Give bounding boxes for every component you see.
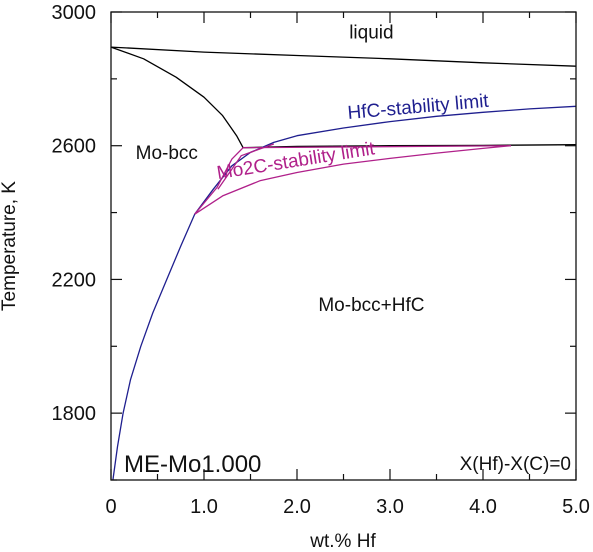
x-tick-label: 4.0 (469, 496, 497, 518)
region-label: Mo-bcc+HfC (318, 295, 424, 316)
series-line-1 (110, 46, 577, 67)
x-tick-label: 3.0 (376, 496, 404, 518)
curve-layer (110, 46, 577, 481)
series-line-2 (110, 46, 244, 149)
x-axis-title: wt.% Hf (309, 531, 376, 552)
series-line-6 (243, 145, 511, 149)
x-tick-label: 0 (105, 496, 116, 518)
x-tick-label: 2.0 (283, 496, 311, 518)
y-tick-label: 1800 (52, 403, 97, 425)
corner-label-right: X(Hf)-X(C)=0 (460, 454, 571, 475)
series-line-7 (194, 147, 244, 215)
region-label: liquid (349, 23, 393, 44)
region-labels: liquid Mo-bcc Mo-bcc+HfC (136, 23, 425, 316)
series-line-5 (194, 145, 511, 215)
y-tick-label: 2600 (52, 136, 97, 158)
y-tick-labels: 1800 2200 2600 3000 (52, 2, 97, 425)
corner-label-left: ME-Mo1.000 (124, 451, 261, 478)
y-tick-label: 3000 (52, 2, 97, 24)
region-label: Mo-bcc (136, 143, 198, 164)
curve-label: Mo2C-stability limit (215, 138, 376, 184)
x-tick-label: 5.0 (562, 496, 590, 518)
series-line-8 (217, 143, 275, 190)
y-axis-title: Temperature, K (0, 181, 20, 311)
x-tick-labels: 0 1.0 2.0 3.0 4.0 5.0 (105, 496, 589, 518)
y-tick-label: 2200 (52, 269, 97, 291)
tick-layer (110, 11, 577, 481)
x-tick-label: 1.0 (190, 496, 218, 518)
